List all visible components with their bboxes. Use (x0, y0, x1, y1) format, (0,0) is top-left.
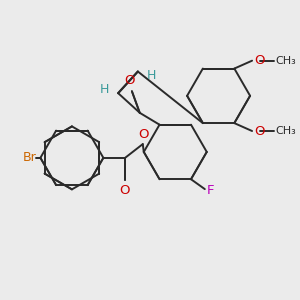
Text: CH₃: CH₃ (276, 56, 296, 66)
Text: O: O (254, 124, 265, 137)
Text: O: O (254, 54, 265, 67)
Text: CH₃: CH₃ (276, 126, 296, 136)
Text: O: O (119, 184, 129, 197)
Text: Br: Br (23, 152, 36, 164)
Text: F: F (207, 184, 214, 196)
Text: O: O (125, 74, 135, 87)
Text: H: H (147, 69, 156, 82)
Text: H: H (100, 83, 109, 96)
Text: O: O (139, 128, 149, 141)
